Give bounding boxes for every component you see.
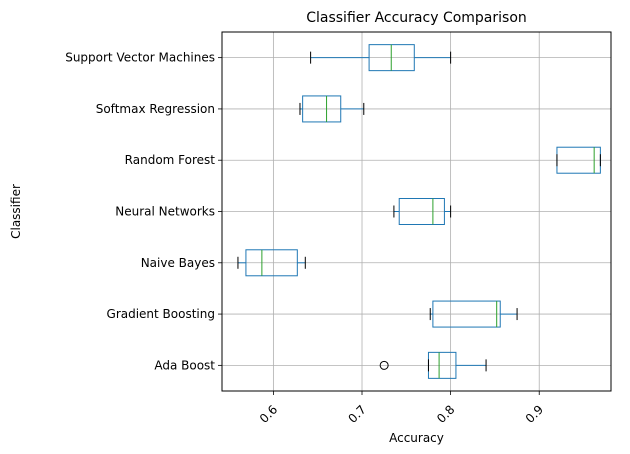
plot-frame [221,31,612,392]
box-iqr [432,300,501,328]
box-iqr [398,198,445,225]
y-tick-label: Support Vector Machines [65,51,215,65]
chart-title: Classifier Accuracy Comparison [306,10,527,26]
box-plot-naive-bayes [237,249,306,277]
box-plots [237,44,601,379]
grid-lines [222,32,611,391]
y-tick-label: Neural Networks [115,205,215,219]
box-plot-ada-boost [379,351,487,379]
y-tick-label: Softmax Regression [96,102,215,116]
x-axis-label: Accuracy [389,431,444,445]
y-axis-label: Classifier [9,184,23,239]
y-tick-label: Random Forest [125,153,216,167]
box-plot-support-vector-machines [310,44,452,72]
y-tick-label: Gradient Boosting [107,307,215,321]
y-tick-label: Ada Boost [154,358,215,372]
box-plot-random-forest [556,146,601,174]
box-iqr [302,95,342,123]
box-plot-neural-networks [393,198,452,225]
box-plot-gradient-boosting [429,300,518,328]
box-plot-softmax-regression [299,95,365,123]
box-iqr [245,249,298,277]
y-tick-label: Naive Bayes [141,256,215,270]
flier-point [379,360,389,370]
